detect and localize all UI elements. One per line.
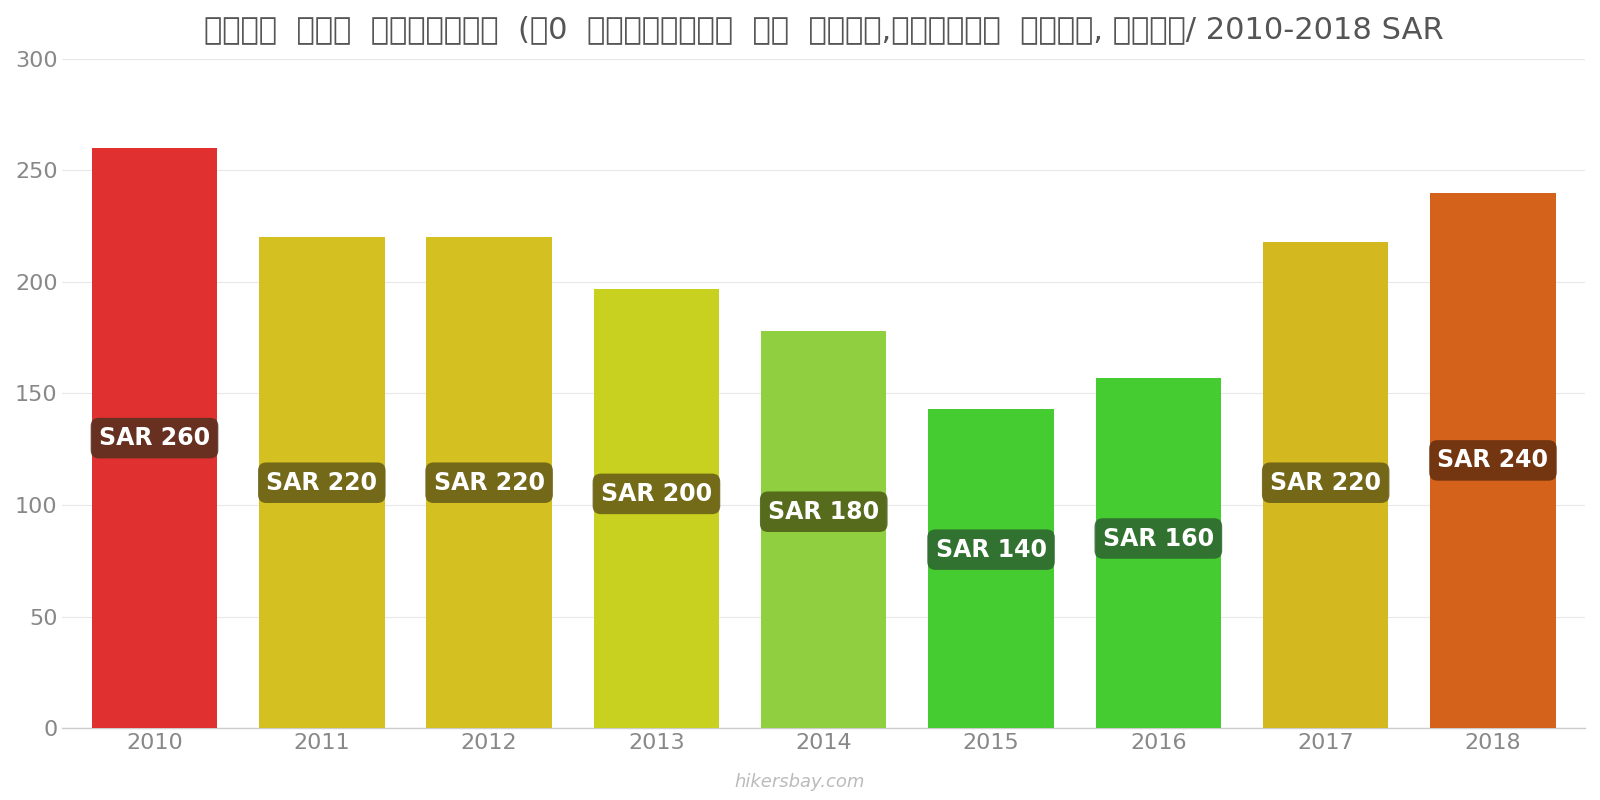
Bar (259, 238, 384, 728)
Text: SAR 240: SAR 240 (1437, 449, 1549, 473)
Bar (91, 148, 218, 728)
Text: SAR 160: SAR 160 (1102, 526, 1214, 550)
Bar (1096, 378, 1221, 728)
Text: SAR 220: SAR 220 (266, 470, 378, 494)
Bar (928, 409, 1054, 728)
Text: SAR 200: SAR 200 (602, 482, 712, 506)
Text: SAR 220: SAR 220 (1270, 470, 1381, 494)
Bar (426, 238, 552, 728)
Text: SAR 140: SAR 140 (936, 538, 1046, 562)
Text: SAR 260: SAR 260 (99, 426, 210, 450)
Text: hikersbay.com: hikersbay.com (734, 774, 866, 791)
Bar (762, 331, 886, 728)
Text: SAR 180: SAR 180 (768, 500, 880, 524)
Bar (1262, 242, 1389, 728)
Bar (1430, 193, 1555, 728)
Title: सौदी  अरब  इंटरनेट  (๠0  एमबीपीएस  या  अधिक,असीमित  डेटा, केबल/ 2010-2018 SAR: सौदी अरब इंटरनेट (๠0 एमबीपीएस या अधिक,अस… (203, 15, 1443, 44)
Text: SAR 220: SAR 220 (434, 470, 544, 494)
Bar (594, 289, 718, 728)
